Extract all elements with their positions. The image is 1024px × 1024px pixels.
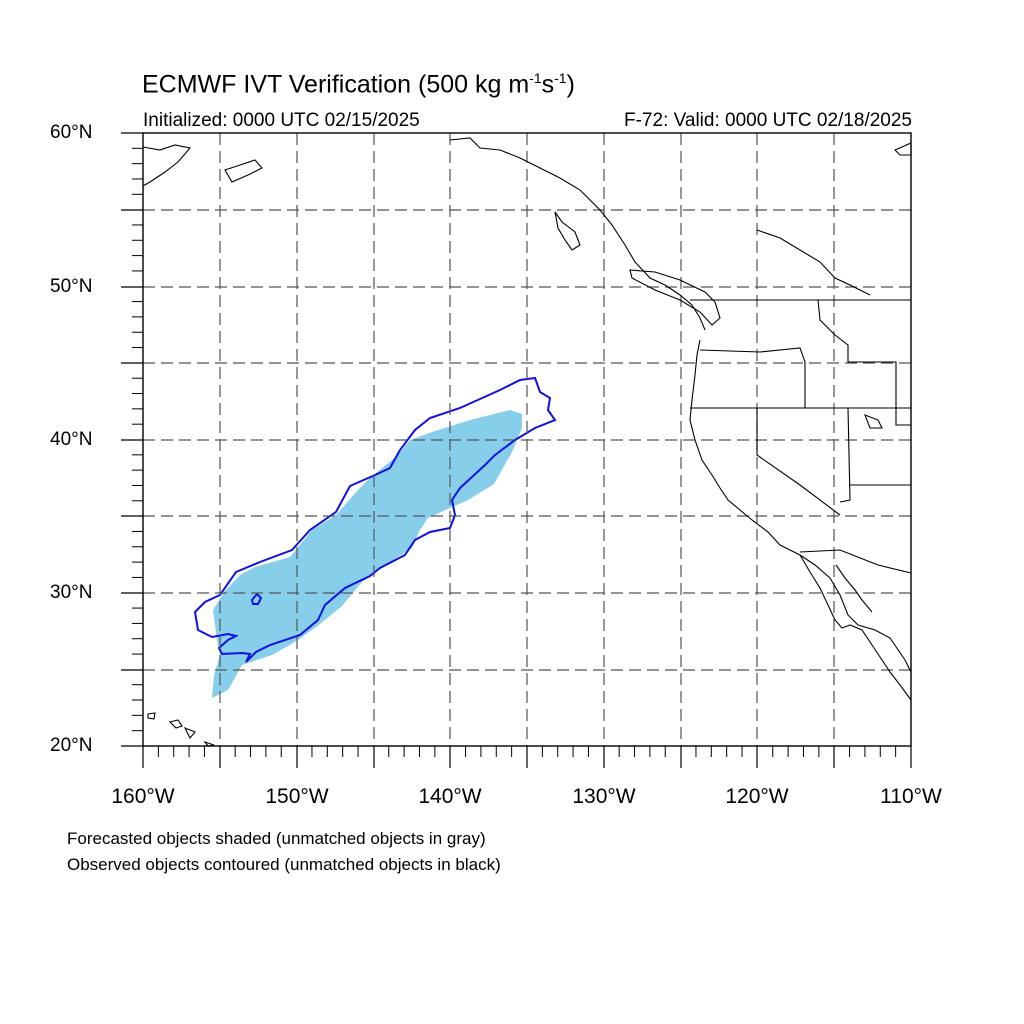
initialized-time: Initialized: 0000 UTC 02/15/2025 — [143, 110, 420, 131]
coastlines — [142, 137, 912, 747]
lon-label-150w: 150°W — [265, 785, 329, 808]
map-title: ECMWF IVT Verification (500 kg m-1s-1) — [142, 70, 575, 99]
lat-label-50: 50°N — [50, 276, 93, 297]
forecast-ivt-object — [212, 410, 522, 698]
legend-notes: Forecasted objects shaded (unmatched obj… — [67, 826, 501, 878]
observed-ivt-contour — [193, 376, 557, 663]
lat-label-30: 30°N — [50, 582, 93, 603]
observed-note: Observed objects contoured (unmatched ob… — [67, 855, 501, 874]
observed-ivt-contour-hole — [250, 592, 263, 605]
lon-minor-ticks — [157, 746, 897, 757]
lon-label-120w: 120°W — [725, 785, 789, 808]
lon-label-160w: 160°W — [111, 785, 175, 808]
valid-time: F-72: Valid: 0000 UTC 02/18/2025 — [624, 110, 912, 131]
lat-label-40: 40°N — [50, 429, 93, 450]
lat-label-20: 20°N — [50, 735, 93, 756]
lat-minor-ticks — [132, 147, 143, 732]
graticule — [143, 133, 911, 746]
lat-label-60: 60°N — [50, 122, 93, 143]
lon-label-130w: 130°W — [572, 785, 636, 808]
lat-ticks — [121, 132, 143, 747]
lon-label-110w: 110°W — [880, 785, 942, 808]
forecast-note: Forecasted objects shaded (unmatched obj… — [67, 829, 486, 848]
lon-ticks — [142, 746, 912, 768]
lon-label-140w: 140°W — [418, 785, 482, 808]
